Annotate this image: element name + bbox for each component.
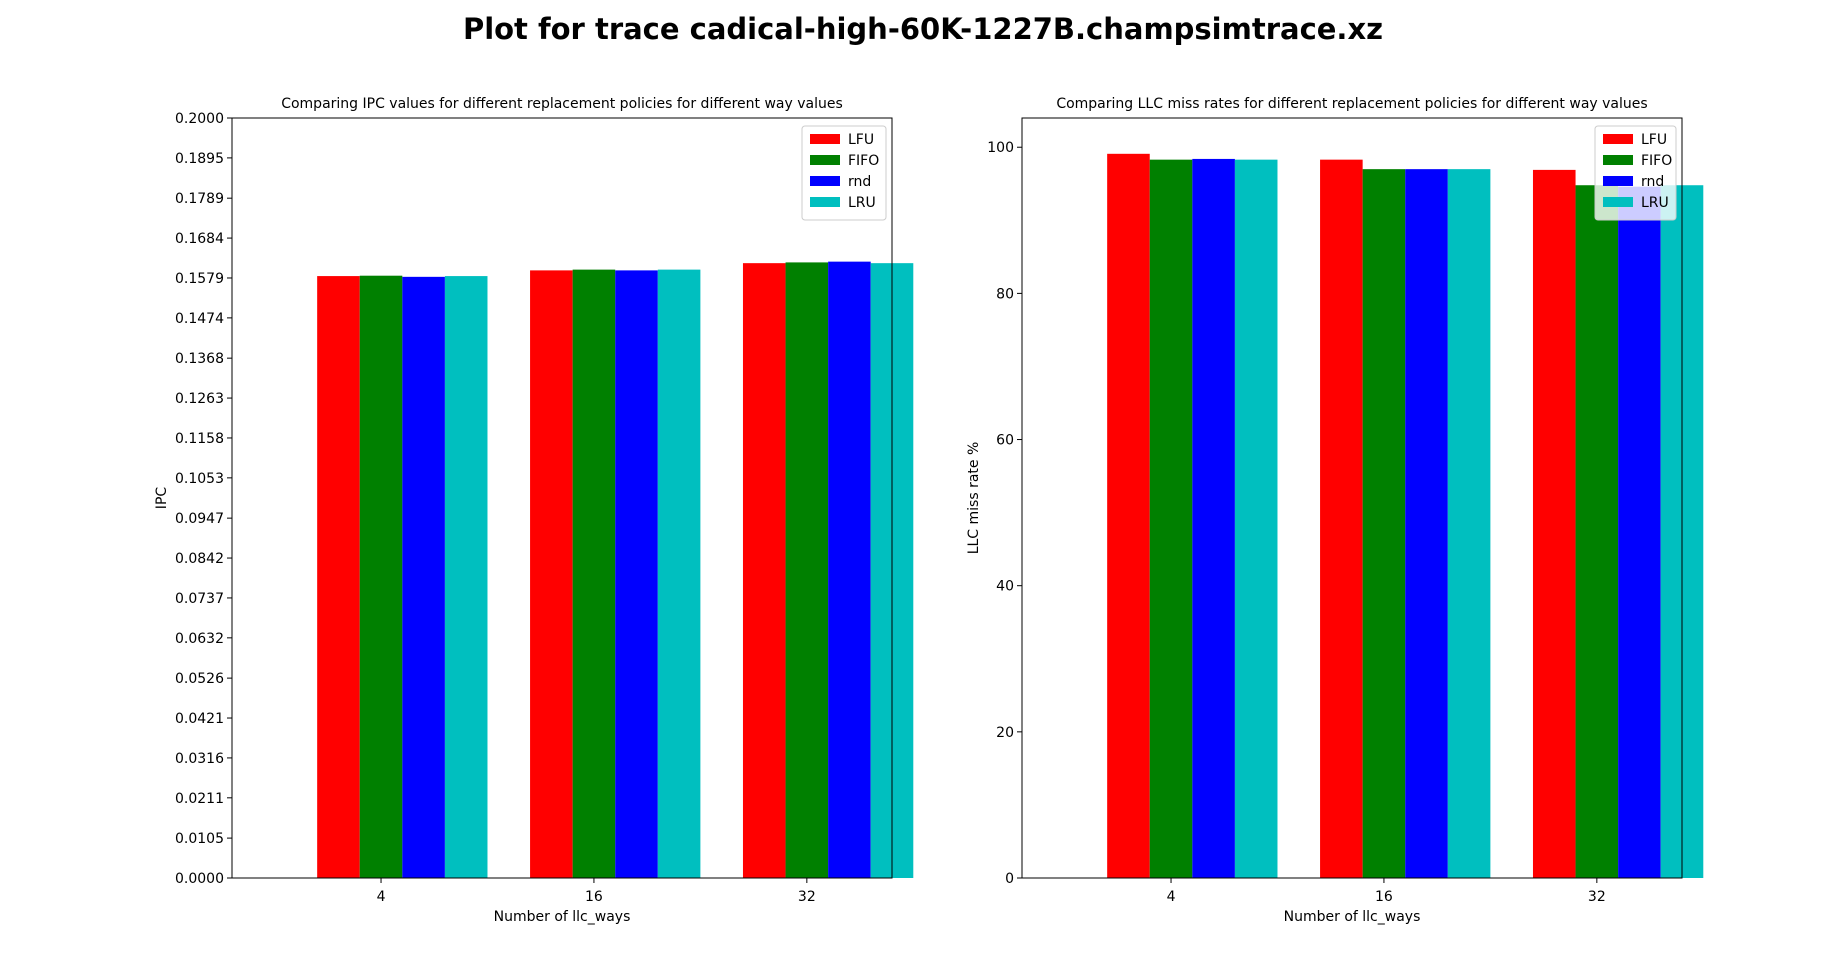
legend-label-fifo: FIFO (848, 153, 879, 169)
y-tick-label: 0.0632 (175, 631, 224, 647)
legend-label-rnd: rnd (1641, 174, 1664, 190)
y-tick-label: 0.0842 (175, 551, 224, 567)
bar-rnd-16 (615, 270, 658, 878)
bar-lfu-16 (1320, 159, 1363, 879)
bar-lfu-4 (317, 276, 360, 879)
legend-swatch-rnd (810, 176, 840, 186)
bar-rnd-32 (1618, 186, 1661, 878)
bar-lfu-32 (742, 263, 786, 878)
bar-fifo-32 (1575, 185, 1619, 878)
y-tick-label: 0.0000 (175, 871, 224, 887)
y-tick-label: 20 (996, 725, 1014, 741)
axes-frame (1021, 117, 1683, 879)
y-tick-label: 0.1579 (175, 271, 224, 287)
bar-fifo-32 (785, 262, 829, 878)
legend-label-lru: LRU (1641, 195, 1669, 211)
x-axis-label: Number of llc_ways (1284, 909, 1421, 925)
bar-rnd-16 (1405, 169, 1448, 879)
y-tick-label: 0.1474 (175, 311, 224, 327)
legend-swatch-lfu (810, 134, 840, 144)
legend-label-fifo: FIFO (1641, 153, 1672, 169)
y-tick-label: 100 (987, 140, 1014, 156)
bar-lru-4 (444, 276, 488, 879)
x-tick-label: 32 (1588, 889, 1606, 905)
legend-swatch-fifo (1603, 155, 1633, 165)
y-tick-label: 0 (1005, 871, 1014, 887)
y-tick-label: 0.1789 (175, 191, 224, 207)
legend-box (1594, 125, 1677, 221)
legend-swatch-rnd (1603, 176, 1633, 186)
y-tick-label: 0.0947 (175, 511, 224, 527)
y-tick-label: 60 (996, 433, 1014, 449)
y-tick-label: 0.1158 (175, 431, 224, 447)
bar-lfu-4 (1107, 153, 1150, 879)
bar-lru-4 (1234, 159, 1278, 879)
y-tick-label: 0.1895 (175, 151, 224, 167)
y-tick-label: 80 (996, 286, 1014, 302)
x-tick-label: 32 (798, 889, 816, 905)
bar-lru-16 (657, 269, 701, 878)
y-tick-label: 40 (996, 579, 1014, 595)
bar-rnd-4 (402, 276, 445, 879)
y-tick-label: 0.1263 (175, 391, 224, 407)
bar-fifo-4 (359, 275, 403, 878)
y-axis-label: IPC (154, 487, 170, 510)
y-tick-label: 0.0737 (175, 591, 224, 607)
y-tick-label: 0.0421 (175, 711, 224, 727)
bar-fifo-16 (1362, 169, 1406, 879)
y-tick-label: 0.0526 (175, 671, 224, 687)
bar-fifo-16 (572, 269, 616, 878)
bar-lfu-32 (1532, 169, 1576, 878)
legend-label-rnd: rnd (848, 174, 871, 190)
y-axis-label: LLC miss rate % (966, 442, 982, 555)
y-tick-label: 0.1053 (175, 471, 224, 487)
figure-title: Plot for trace cadical-high-60K-1227B.ch… (462, 12, 1384, 46)
legend-label-lfu: LFU (1641, 132, 1667, 148)
chart-title: Comparing IPC values for different repla… (281, 96, 843, 112)
chart-title: Comparing LLC miss rates for different r… (1056, 96, 1647, 112)
legend-swatch-fifo (810, 155, 840, 165)
x-axis-label: Number of llc_ways (494, 909, 631, 925)
legend-label-lfu: LFU (848, 132, 874, 148)
legend-box (801, 125, 887, 221)
legend-label-lru: LRU (848, 195, 876, 211)
y-tick-label: 0.1684 (175, 231, 224, 247)
bar-fifo-4 (1149, 159, 1193, 879)
y-tick-label: 0.0105 (175, 831, 224, 847)
x-tick-label: 16 (1375, 889, 1393, 905)
legend-swatch-lru (810, 197, 840, 207)
bar-rnd-32 (828, 261, 871, 878)
bar-rnd-4 (1192, 158, 1235, 878)
bar-lru-16 (1447, 169, 1491, 879)
bar-lfu-16 (530, 270, 573, 878)
y-tick-label: 0.0211 (175, 791, 224, 807)
legend-swatch-lru (1603, 197, 1633, 207)
x-tick-label: 4 (377, 889, 386, 905)
y-tick-label: 0.2000 (175, 111, 224, 127)
axes-frame (231, 117, 893, 879)
y-tick-label: 0.1368 (175, 351, 224, 367)
y-tick-label: 0.0316 (175, 751, 224, 767)
x-tick-label: 16 (585, 889, 603, 905)
x-tick-label: 4 (1167, 889, 1176, 905)
legend-swatch-lfu (1603, 134, 1633, 144)
